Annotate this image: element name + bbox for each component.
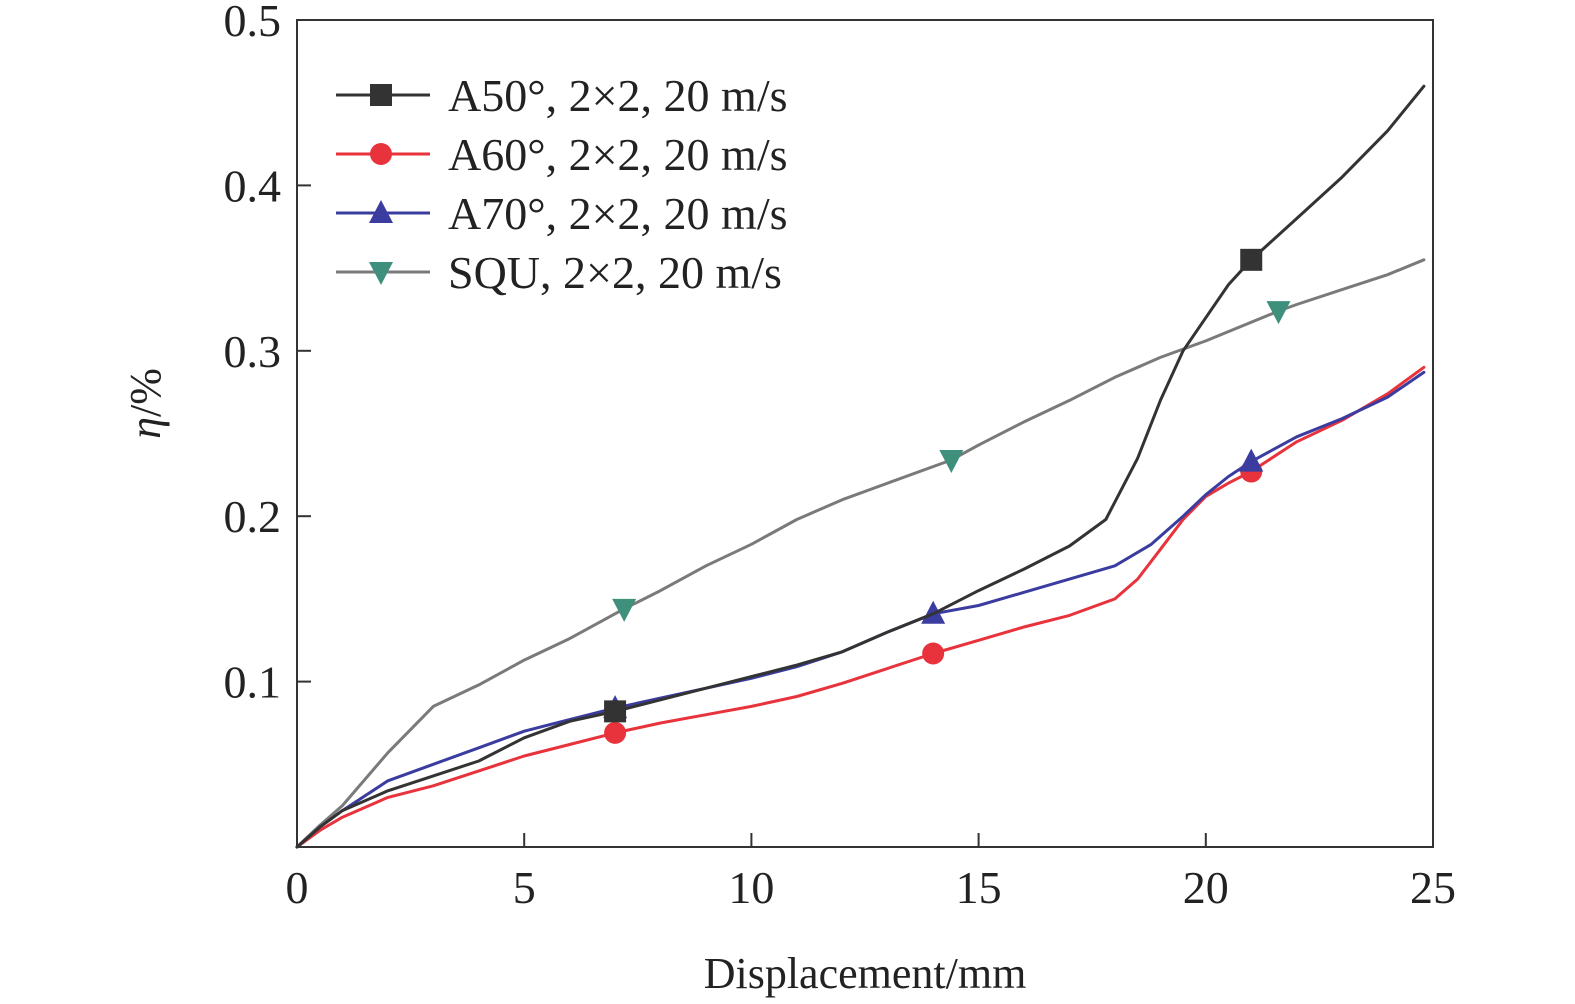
legend: A50°, 2×2, 20 m/s A60°, 2×2, 20 m/s A70°, … [336, 70, 788, 298]
legend-marker [370, 143, 392, 165]
data-point [1240, 248, 1263, 271]
legend-item: SQU, 2×2, 20 m/s [336, 247, 782, 298]
series-line [295, 84, 1426, 849]
x-tick-label: 5 [513, 862, 536, 913]
y-axis-label: η/% [121, 368, 170, 439]
legend-item: A60°, 2×2, 20 m/s [336, 129, 788, 180]
x-tick-label: 15 [956, 862, 1002, 913]
y-tick-label: 0.3 [224, 326, 282, 377]
data-point [604, 721, 627, 744]
series-line [295, 365, 1426, 849]
legend-label: SQU, 2×2, 20 m/s [448, 247, 782, 298]
series-line [295, 258, 1426, 849]
data-point [604, 700, 627, 723]
series-2 [295, 365, 1426, 849]
legend-marker [369, 262, 393, 285]
series-layer [295, 84, 1426, 849]
x-tick-label: 0 [286, 862, 309, 913]
legend-label: A50°, 2×2, 20 m/s [448, 70, 788, 121]
legend-item: A70°, 2×2, 20 m/s [336, 188, 788, 239]
data-point [939, 449, 964, 473]
legend-marker [369, 200, 393, 223]
y-axis-symbol: η [121, 417, 170, 439]
data-point [1239, 448, 1264, 472]
data-point [922, 642, 945, 665]
x-tick-label: 20 [1183, 862, 1229, 913]
y-axis-unit: /% [121, 368, 170, 417]
x-tick-label: 10 [728, 862, 774, 913]
legend-label: A70°, 2×2, 20 m/s [448, 188, 788, 239]
legend-label: A60°, 2×2, 20 m/s [448, 129, 788, 180]
y-tick-label: 0.1 [224, 657, 282, 708]
series-1 [295, 84, 1426, 849]
legend-item: A50°, 2×2, 20 m/s [336, 70, 788, 121]
legend-marker [370, 84, 392, 106]
data-point [1266, 301, 1291, 325]
x-tick-label: 25 [1410, 862, 1456, 913]
data-point [612, 598, 637, 622]
x-axis-label: Displacement/mm [704, 949, 1027, 998]
y-tick-label: 0.2 [224, 491, 282, 542]
y-tick-label: 0.4 [224, 160, 282, 211]
y-tick-label: 0.5 [224, 0, 282, 46]
series-4 [295, 258, 1426, 849]
plot-frame [296, 19, 1434, 848]
axis-ticks: 0 5 10 15 20 25 0.1 0.2 0.3 0.4 0.5 [224, 0, 1457, 913]
